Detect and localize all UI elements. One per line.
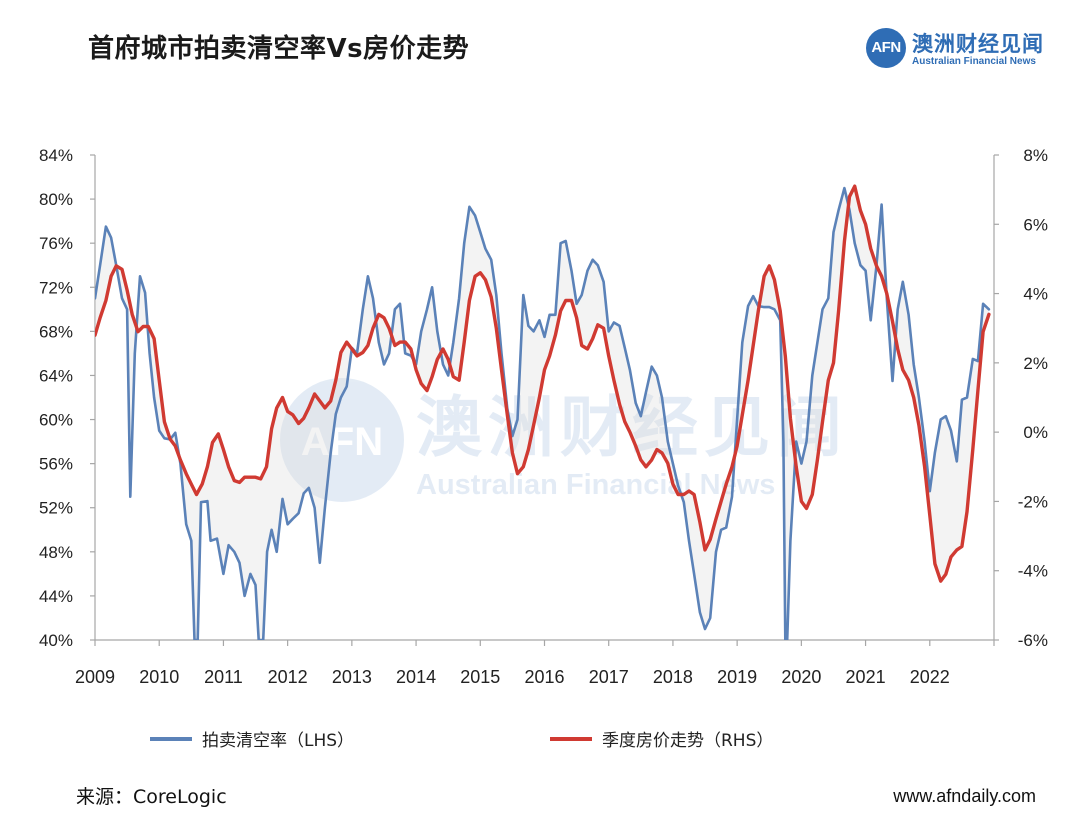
legend-item-lhs: 拍卖清空率（LHS） xyxy=(150,726,354,751)
x-tick-label: 2017 xyxy=(589,667,629,687)
left-tick-label: 40% xyxy=(39,631,73,650)
right-tick-label: -6% xyxy=(1018,631,1048,650)
right-tick-label: 8% xyxy=(1023,146,1048,165)
right-tick-label: -2% xyxy=(1018,492,1048,511)
x-tick-label: 2016 xyxy=(524,667,564,687)
brand-name-cn: 澳洲财经见闻 xyxy=(912,32,1044,56)
x-tick-label: 2010 xyxy=(139,667,179,687)
series-gap-area xyxy=(95,186,989,640)
watermark-en: Australian Financial News xyxy=(416,469,775,501)
left-tick-label: 80% xyxy=(39,190,73,209)
right-tick-label: 6% xyxy=(1023,215,1048,234)
series-lines xyxy=(95,184,991,640)
right-tick-label: 4% xyxy=(1023,285,1048,304)
afn-logo-icon: AFN xyxy=(866,28,906,68)
source-note: 来源：CoreLogic xyxy=(76,786,227,808)
page-title: 首府城市拍卖清空率Vs房价走势 xyxy=(88,34,470,64)
left-tick-label: 68% xyxy=(39,322,73,341)
brand-name-en: Australian Financial News xyxy=(912,56,1036,67)
x-tick-label: 2012 xyxy=(268,667,308,687)
left-tick-label: 84% xyxy=(39,146,73,165)
watermark-badge-text: AFN xyxy=(301,420,383,464)
x-tick-label: 2013 xyxy=(332,667,372,687)
right-tick-label: 0% xyxy=(1023,423,1048,442)
axes: 40% 44% 48% 52% 56% 60% 64% 68% 72% 76% 80% 84% -6% -… xyxy=(39,146,1048,687)
legend-swatch-lhs xyxy=(150,736,192,741)
left-tick-label: 44% xyxy=(39,587,73,606)
watermark-badge-icon xyxy=(280,378,404,502)
gap-fill xyxy=(95,186,989,640)
left-tick-label: 64% xyxy=(39,366,73,385)
x-tick-label: 2009 xyxy=(75,667,115,687)
site-url: www.afndaily.com xyxy=(893,786,1036,806)
series-line-rhs xyxy=(95,184,991,583)
left-tick-label: 60% xyxy=(39,411,73,430)
left-tick-label: 48% xyxy=(39,543,73,562)
x-tick-label: 2021 xyxy=(846,667,886,687)
legend-label-rhs: 季度房价走势（RHS） xyxy=(602,731,774,751)
x-tick-label: 2019 xyxy=(717,667,757,687)
legend: 拍卖清空率（LHS） 季度房价走势（RHS） xyxy=(0,726,1080,751)
watermark: AFN 澳洲财经见闻 Australian Financial News xyxy=(280,378,842,502)
series-line-lhs xyxy=(95,186,991,640)
left-tick-label: 72% xyxy=(39,278,73,297)
x-tick-label: 2011 xyxy=(204,667,243,687)
left-tick-label: 52% xyxy=(39,499,73,518)
x-tick-label: 2018 xyxy=(653,667,693,687)
legend-item-rhs: 季度房价走势（RHS） xyxy=(550,726,773,751)
left-tick-label: 76% xyxy=(39,234,73,253)
x-tick-label: 2015 xyxy=(460,667,500,687)
right-tick-label: -4% xyxy=(1018,562,1048,581)
x-tick-label: 2014 xyxy=(396,667,436,687)
x-tick-label: 2022 xyxy=(910,667,950,687)
left-tick-label: 56% xyxy=(39,455,73,474)
legend-label-lhs: 拍卖清空率（LHS） xyxy=(202,731,355,751)
legend-swatch-rhs xyxy=(550,736,592,741)
brand-logo: AFN 澳洲财经见闻 Australian Financial News xyxy=(866,26,1056,72)
x-tick-label: 2020 xyxy=(781,667,821,687)
right-tick-label: 2% xyxy=(1023,354,1048,373)
